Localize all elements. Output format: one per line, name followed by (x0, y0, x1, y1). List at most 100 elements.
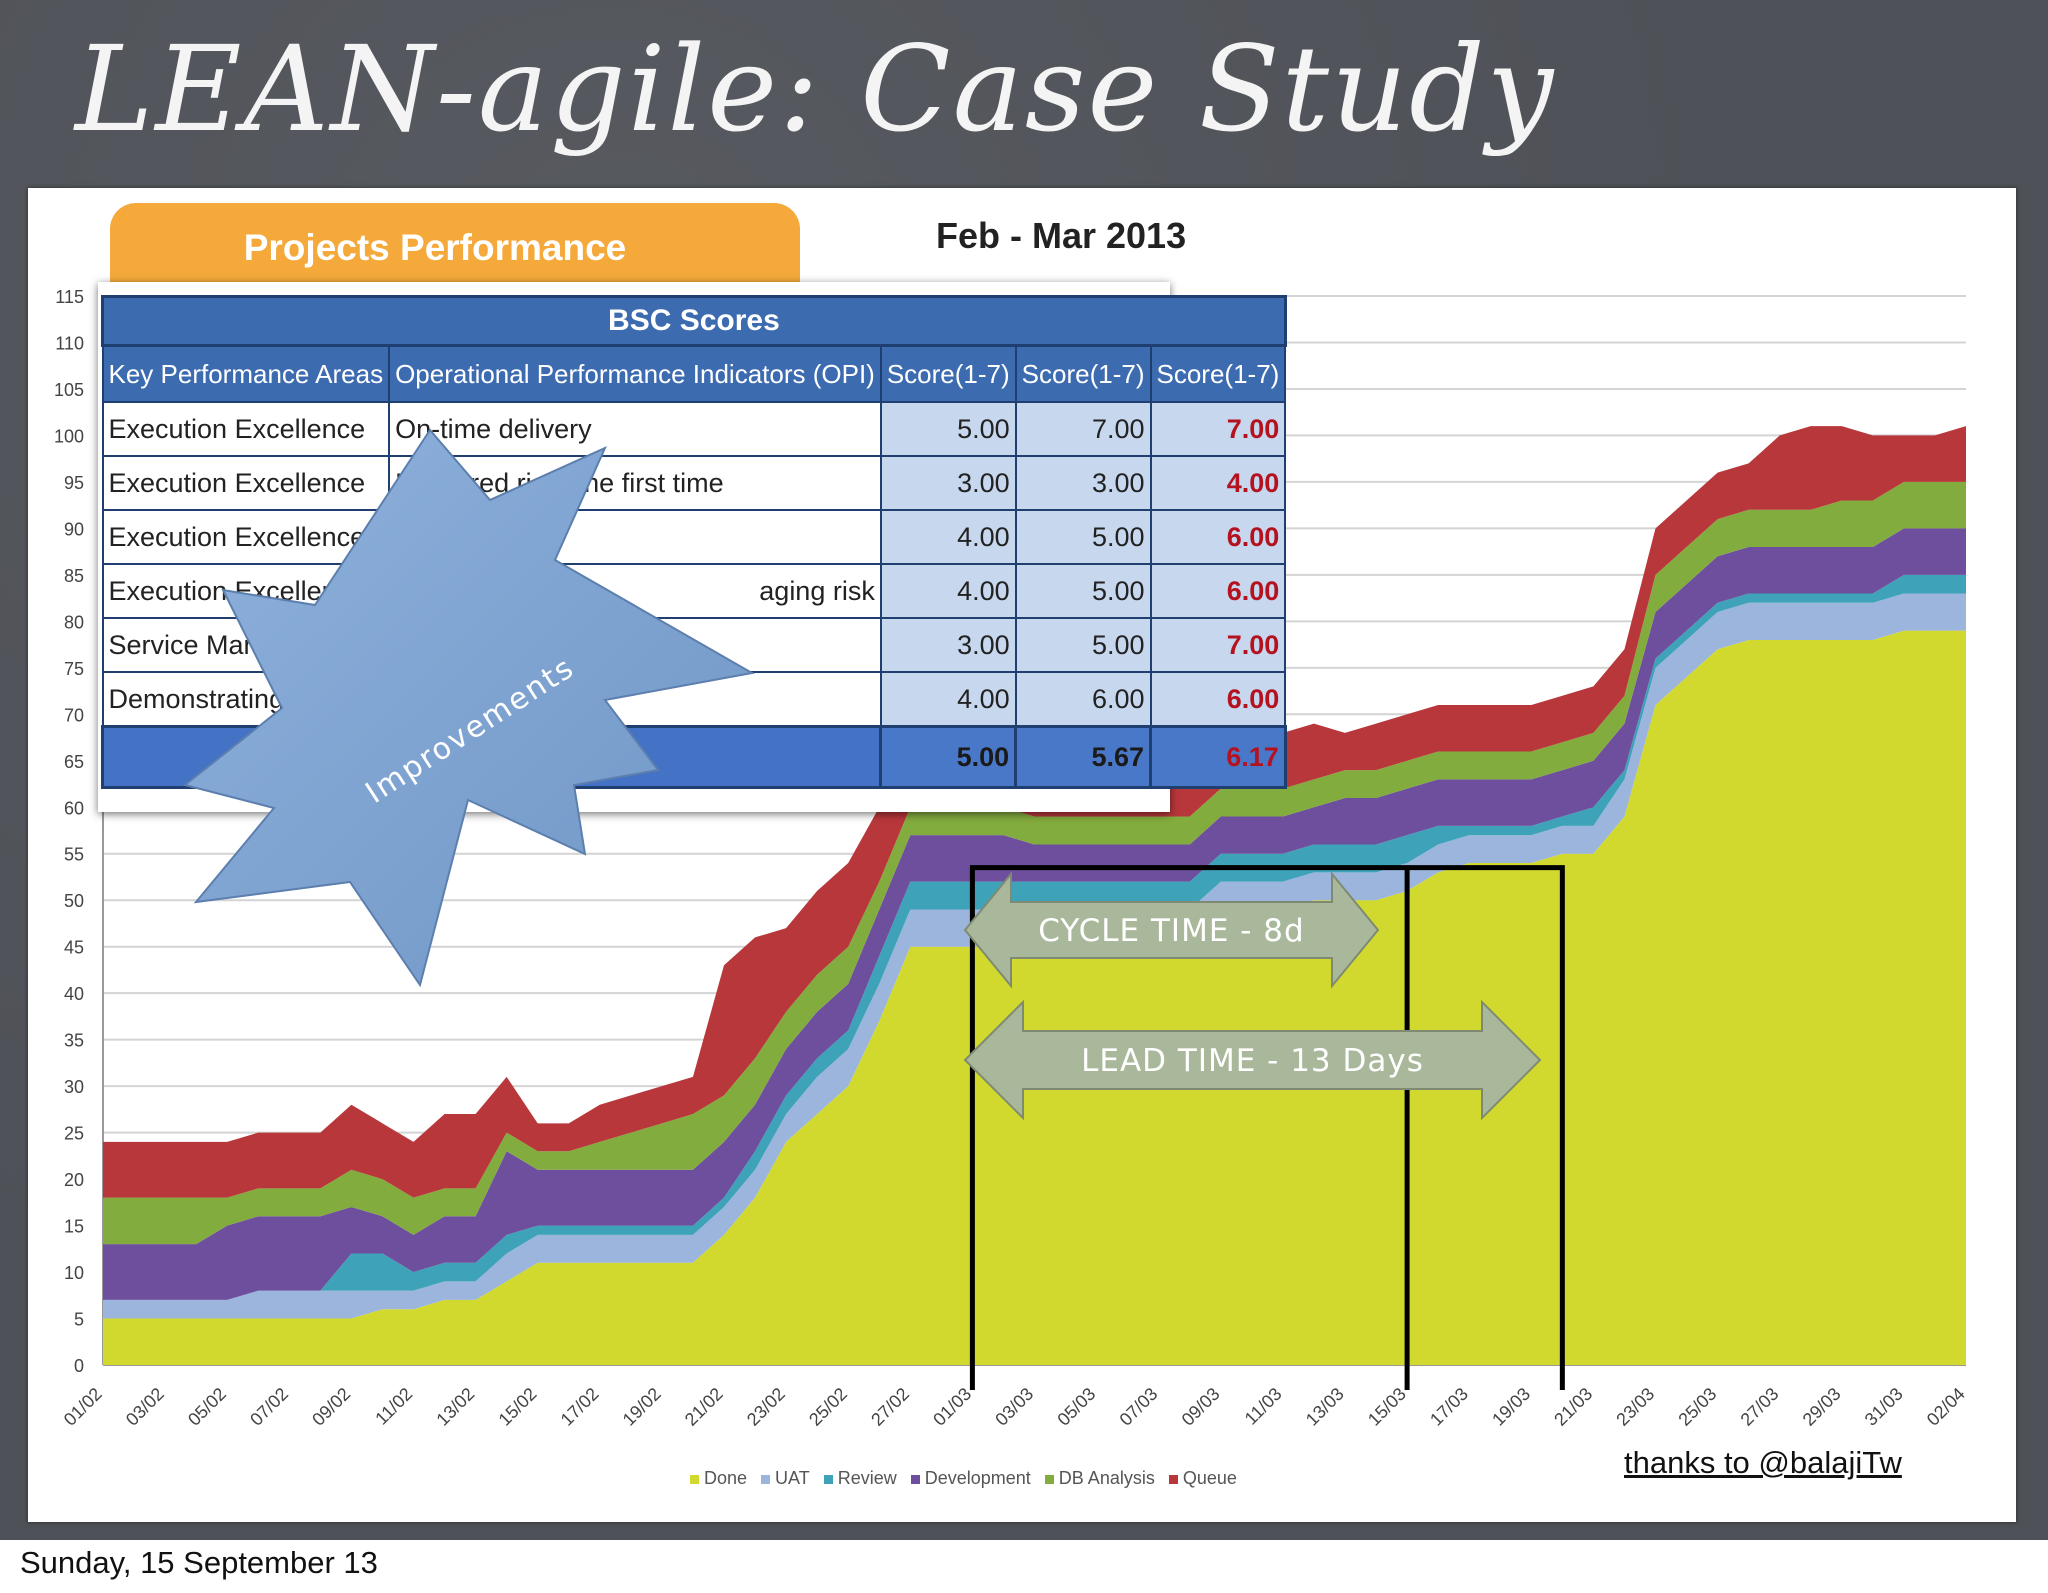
x-tick-label: 05/03 (1053, 1384, 1099, 1430)
tab-label: Projects Performance (243, 227, 627, 268)
table-row: Execution Excellence Quality 4.00 5.00 6… (101, 509, 1287, 565)
x-tick-label: 01/03 (929, 1384, 975, 1430)
legend-label: UAT (775, 1468, 810, 1488)
legend-item: Review (823, 1468, 897, 1489)
score-cell: 4.00 (1149, 455, 1287, 511)
area-cell: Execution Excellence (101, 455, 391, 511)
legend-label: Queue (1182, 1468, 1237, 1488)
legend-item: DB Analysis (1044, 1468, 1155, 1489)
score-cell: 4.00 (879, 509, 1017, 565)
opi-cell: aging risk (388, 563, 882, 619)
score-cell: 7.00 (1014, 401, 1152, 457)
bsc-caption: BSC Scores (101, 295, 1287, 347)
y-tick-label: 60 (64, 798, 84, 818)
lead-time-bracket (969, 865, 1565, 1390)
cycle-time-arrow (963, 871, 1380, 989)
header-score-3: Score(1-7) (1149, 344, 1287, 403)
area-cell: Demonstrating Va (101, 671, 391, 728)
y-tick-label: 65 (64, 752, 84, 772)
legend-swatch (1168, 1475, 1178, 1484)
area-cell: Execution Excellence (101, 563, 391, 619)
x-tick-label: 15/02 (495, 1384, 541, 1430)
y-tick-label: 15 (64, 1217, 84, 1237)
opi-cell: On-time delivery (388, 401, 882, 457)
score-cell: 6.00 (1149, 671, 1287, 728)
x-tick-label: 09/03 (1178, 1384, 1224, 1430)
x-tick-label: 03/02 (122, 1384, 168, 1430)
chart-legend: Done UAT Review Development DB Analysis Queue (690, 1468, 1251, 1492)
total-score-cell: 5.67 (1014, 725, 1152, 789)
x-tick-label: 17/03 (1426, 1384, 1472, 1430)
legend-swatch (761, 1475, 771, 1484)
x-tick-label: 17/02 (557, 1384, 603, 1430)
score-cell: 5.00 (879, 401, 1017, 457)
x-axis-ticks: 01/02 03/02 05/02 07/02 09/02 11/02 13/02 15/02… (60, 1384, 1969, 1430)
legend-label: Done (704, 1468, 748, 1488)
x-tick-label: 23/02 (743, 1384, 789, 1430)
x-tick-label: 21/03 (1550, 1384, 1596, 1430)
x-tick-label: 25/02 (805, 1384, 851, 1430)
y-tick-label: 75 (64, 659, 84, 679)
x-tick-label: 27/03 (1737, 1384, 1783, 1430)
x-tick-label: 13/03 (1302, 1384, 1348, 1430)
x-tick-label: 07/02 (246, 1384, 292, 1430)
score-cell: 5.00 (1014, 509, 1152, 565)
x-tick-label: 25/03 (1674, 1384, 1720, 1430)
score-cell: 6.00 (1014, 671, 1152, 728)
x-tick-label: 05/02 (184, 1384, 230, 1430)
y-tick-label: 30 (64, 1077, 84, 1097)
y-tick-label: 55 (64, 845, 84, 865)
x-tick-label: 31/03 (1861, 1384, 1907, 1430)
x-tick-label: 19/02 (619, 1384, 665, 1430)
x-tick-label: 01/02 (60, 1384, 106, 1430)
y-tick-label: 80 (64, 612, 84, 632)
y-tick-label: 5 (74, 1310, 84, 1330)
score-cell: 5.00 (1014, 617, 1152, 673)
x-tick-label: 15/03 (1364, 1384, 1410, 1430)
score-cell: 4.00 (879, 563, 1017, 619)
lead-time-arrow (963, 999, 1542, 1121)
y-tick-label: 105 (54, 380, 84, 400)
table-row: Demonstrating Va 4.00 6.00 6.00 (101, 671, 1287, 728)
area-done (103, 630, 1966, 1365)
x-tick-label: 07/03 (1116, 1384, 1162, 1430)
table-row: Execution Excellence On-time delivery 5.… (101, 401, 1287, 457)
time-arrows: CYCLE TIME - 8d LEAD TIME - 13 Days (963, 871, 1542, 1121)
totals-label-cell (100, 725, 883, 789)
legend-swatch (910, 1475, 920, 1484)
opi-cell (388, 671, 882, 728)
score-cell: 6.00 (1149, 509, 1287, 565)
score-cell: 7.00 (1149, 617, 1287, 673)
y-tick-label: 0 (74, 1356, 84, 1376)
score-cell: 4.00 (879, 671, 1017, 728)
area-development (103, 528, 1966, 1300)
y-tick-label: 35 (64, 1031, 84, 1051)
slide-title: LEAN-agile: Case Study (75, 20, 1556, 158)
legend-swatch (1044, 1475, 1054, 1484)
opi-cell (388, 617, 882, 673)
legend-item: Done (690, 1468, 747, 1489)
x-tick-label: 11/02 (371, 1384, 416, 1429)
legend-label: Review (837, 1468, 897, 1488)
credit-link[interactable]: thanks to @balajiTw (1624, 1445, 1902, 1480)
legend-item: Development (910, 1468, 1031, 1489)
score-cell: 3.00 (1014, 455, 1152, 511)
y-tick-label: 90 (64, 519, 84, 539)
x-tick-label: 11/03 (1241, 1384, 1286, 1429)
area-cell: Execution Excellence (101, 509, 391, 565)
area-cell: Service Management (101, 617, 391, 673)
x-tick-label: 27/02 (867, 1384, 913, 1430)
y-tick-label: 10 (64, 1263, 84, 1283)
header-kpa: Key Performance Areas (101, 344, 391, 403)
y-tick-label: 85 (64, 566, 84, 586)
score-cell: 5.00 (1014, 563, 1152, 619)
x-tick-label: 19/03 (1488, 1384, 1534, 1430)
total-score-cell: 6.17 (1149, 725, 1287, 789)
x-tick-label: 09/02 (308, 1384, 354, 1430)
y-tick-label: 45 (64, 938, 84, 958)
legend-label: Development (924, 1468, 1031, 1488)
opi-cell: Quality (388, 509, 882, 565)
y-tick-label: 20 (64, 1170, 84, 1190)
x-tick-label: 23/03 (1612, 1384, 1658, 1430)
opi-cell: Delivered right the first time (388, 455, 882, 511)
